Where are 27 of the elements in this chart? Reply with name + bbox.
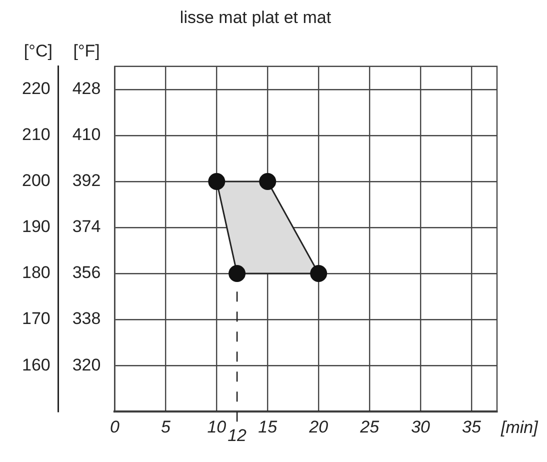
x-tick-label: 15 xyxy=(258,418,278,437)
y2-tick-label: 428 xyxy=(72,79,101,98)
y2-tick-label: 392 xyxy=(72,171,101,190)
x-tick-label: 20 xyxy=(308,418,329,437)
y2-tick-label: 338 xyxy=(72,309,101,328)
chart-title: lisse mat plat et mat xyxy=(180,8,332,27)
y-tick-label: 190 xyxy=(22,217,50,236)
x-tick-label: 0 xyxy=(110,418,120,437)
y2-tick-label: 356 xyxy=(72,263,101,282)
y-tick-label: 200 xyxy=(22,171,50,190)
x-tick-label: 35 xyxy=(462,418,482,437)
ref-line-label: 12 xyxy=(228,426,248,445)
x-axis-title: [min] xyxy=(500,418,540,437)
x-tick-label: 10 xyxy=(207,418,227,437)
y2-tick-label: 320 xyxy=(72,355,101,374)
y-tick-label: 220 xyxy=(22,79,50,98)
y-tick-label: 180 xyxy=(22,263,50,282)
x-tick-label: 5 xyxy=(160,418,171,437)
y-axis-title: [°C] xyxy=(24,42,52,61)
y2-tick-label: 374 xyxy=(72,217,101,236)
x-tick-label: 30 xyxy=(411,418,431,437)
y2-axis-title: [°F] xyxy=(73,42,100,61)
y-tick-label: 210 xyxy=(22,125,50,144)
y-tick-label: 160 xyxy=(22,355,50,374)
x-tick-label: 25 xyxy=(359,418,380,437)
y2-tick-label: 410 xyxy=(72,125,101,144)
y-tick-label: 170 xyxy=(22,309,50,328)
